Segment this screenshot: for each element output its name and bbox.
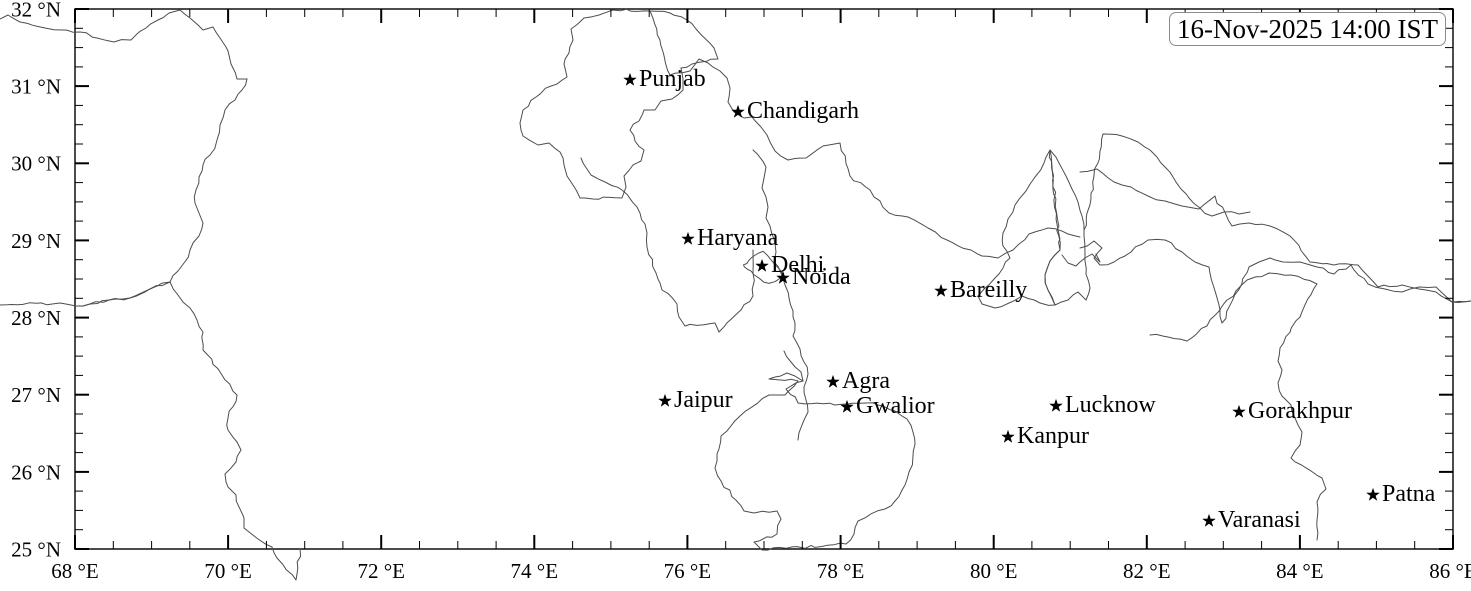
svg-text:68 °E: 68 °E bbox=[51, 559, 98, 583]
svg-text:Gwalior: Gwalior bbox=[856, 393, 935, 419]
svg-text:72 °E: 72 °E bbox=[357, 559, 404, 583]
svg-text:Agra: Agra bbox=[842, 368, 890, 394]
svg-text:32 °N: 32 °N bbox=[11, 0, 61, 21]
svg-text:27 °N: 27 °N bbox=[11, 383, 61, 407]
svg-text:76 °E: 76 °E bbox=[664, 559, 711, 583]
svg-text:29 °N: 29 °N bbox=[11, 229, 61, 253]
svg-text:Noida: Noida bbox=[792, 264, 851, 290]
svg-text:Haryana: Haryana bbox=[697, 225, 779, 251]
svg-text:78 °E: 78 °E bbox=[817, 559, 864, 583]
svg-text:25 °N: 25 °N bbox=[11, 537, 61, 561]
svg-text:Bareilly: Bareilly bbox=[950, 277, 1027, 303]
svg-text:80 °E: 80 °E bbox=[970, 559, 1017, 583]
svg-text:Lucknow: Lucknow bbox=[1065, 392, 1156, 418]
svg-text:28 °N: 28 °N bbox=[11, 306, 61, 330]
svg-text:84 °E: 84 °E bbox=[1276, 559, 1323, 583]
svg-text:86 °E: 86 °E bbox=[1429, 559, 1471, 583]
svg-text:74 °E: 74 °E bbox=[511, 559, 558, 583]
svg-text:26 °N: 26 °N bbox=[11, 460, 61, 484]
svg-text:Kanpur: Kanpur bbox=[1017, 423, 1089, 449]
svg-text:31 °N: 31 °N bbox=[11, 75, 61, 99]
svg-text:30 °N: 30 °N bbox=[11, 152, 61, 176]
svg-text:Varanasi: Varanasi bbox=[1218, 507, 1301, 533]
svg-text:Gorakhpur: Gorakhpur bbox=[1248, 398, 1352, 424]
svg-text:Chandigarh: Chandigarh bbox=[747, 98, 859, 124]
svg-text:70 °E: 70 °E bbox=[204, 559, 251, 583]
svg-text:82 °E: 82 °E bbox=[1123, 559, 1170, 583]
svg-text:Patna: Patna bbox=[1382, 481, 1436, 507]
svg-text:Punjab: Punjab bbox=[639, 66, 706, 92]
svg-text:Jaipur: Jaipur bbox=[674, 387, 733, 413]
